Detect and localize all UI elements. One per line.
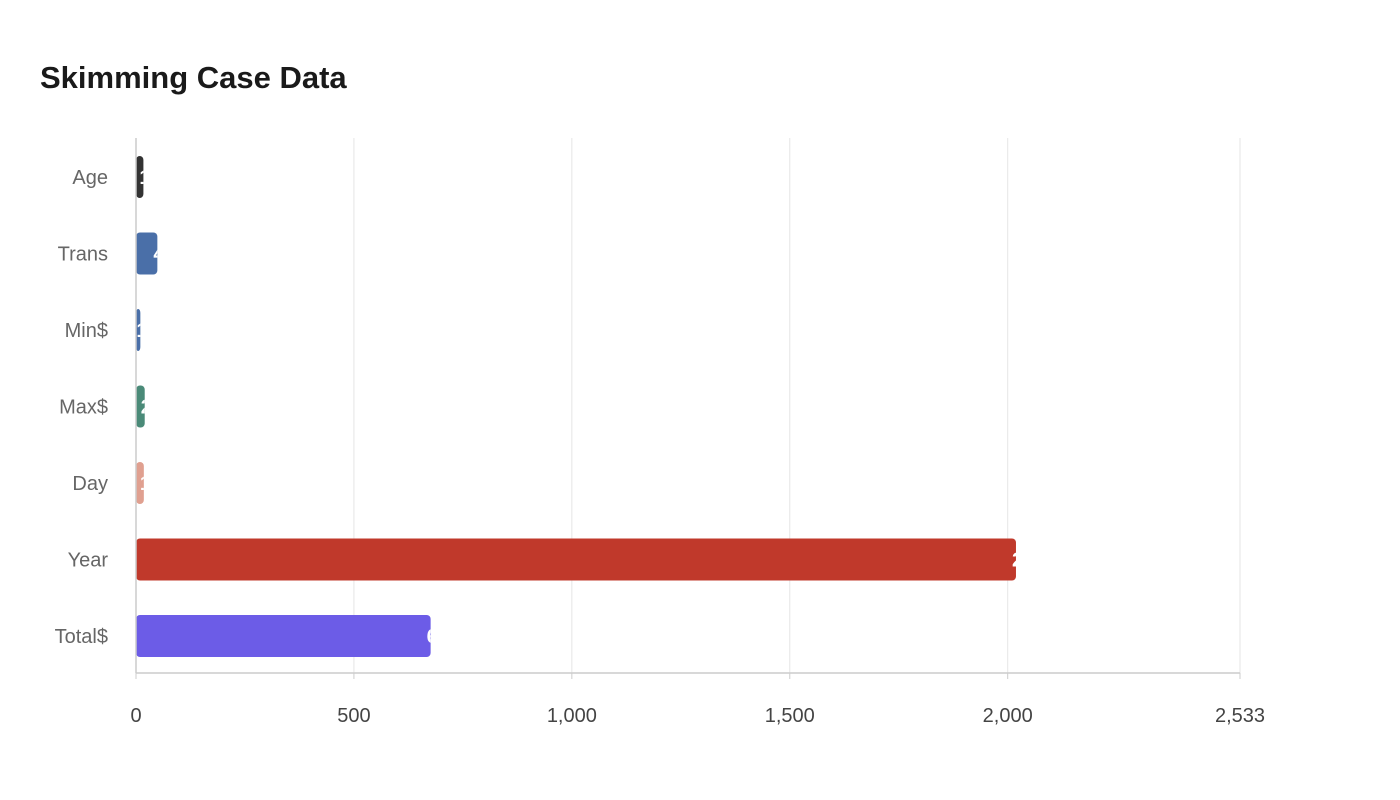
x-tick-label: 2,533 bbox=[1215, 705, 1265, 727]
labels: 0 500 1,000 1,500 2,000 2,533 Age Trans Min$ Max$… bbox=[55, 167, 1265, 727]
category-label: Min$ bbox=[65, 320, 108, 342]
category-label: Trans bbox=[58, 244, 108, 266]
bar-year[interactable] bbox=[136, 538, 1016, 581]
bar-value-label: 2019 bbox=[1012, 550, 1057, 572]
bar-max[interactable] bbox=[136, 385, 145, 428]
x-tick-label: 500 bbox=[337, 705, 370, 727]
x-tick-label: 0 bbox=[130, 705, 141, 727]
bar-min[interactable] bbox=[136, 309, 141, 351]
axes bbox=[135, 138, 1241, 679]
category-label: Day bbox=[72, 473, 108, 495]
category-label: Age bbox=[72, 167, 108, 189]
gridlines bbox=[353, 138, 1241, 673]
bar-total[interactable] bbox=[136, 615, 431, 657]
x-tick-label: 1,500 bbox=[765, 705, 815, 727]
category-label: Max$ bbox=[59, 397, 108, 419]
bar-day[interactable] bbox=[136, 462, 144, 504]
x-tick-label: 1,000 bbox=[547, 705, 597, 727]
bar-value-label: 10 bbox=[136, 320, 158, 342]
bar-value-label: 49 bbox=[153, 244, 175, 266]
bar-value-label: 18 bbox=[140, 473, 162, 495]
bar-value-label: 676 bbox=[427, 626, 460, 648]
bar-value-label: 17 bbox=[139, 167, 161, 189]
chart-title: Skimming Case Data bbox=[40, 60, 347, 95]
category-label: Total$ bbox=[55, 626, 108, 648]
x-tick-label: 2,000 bbox=[983, 705, 1033, 727]
bars: 17 49 10 20 18 2019 676 bbox=[136, 156, 1057, 657]
category-label: Year bbox=[68, 550, 109, 572]
bar-value-label: 20 bbox=[141, 397, 163, 419]
bar-age[interactable] bbox=[136, 156, 144, 198]
bar-trans[interactable] bbox=[136, 232, 158, 275]
